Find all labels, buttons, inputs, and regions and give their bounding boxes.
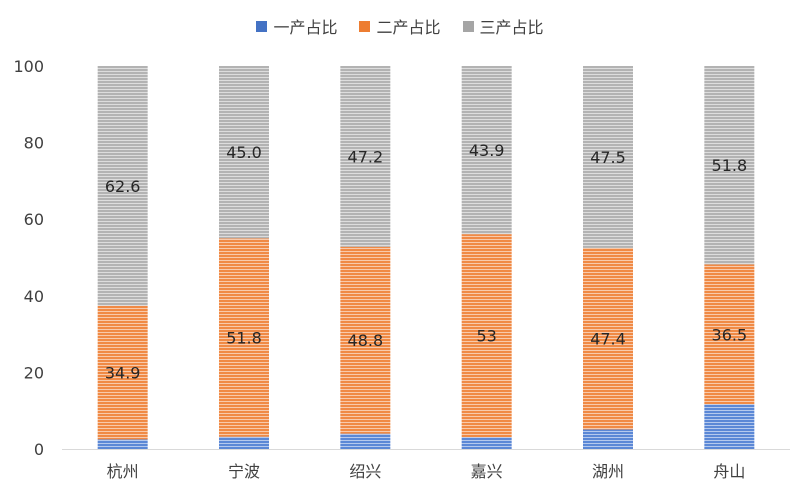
data-label: 48.8	[348, 331, 384, 350]
data-label: 45.0	[226, 143, 262, 162]
y-tick-label: 40	[24, 287, 44, 306]
y-tick-label: 60	[24, 210, 44, 229]
bar-segment	[704, 404, 755, 449]
legend-label-primary: 一产占比	[273, 18, 338, 37]
bar-segment	[219, 66, 269, 239]
data-label: 36.5	[712, 325, 748, 344]
x-tick-label: 宁波	[228, 462, 260, 481]
data-label: 53	[476, 327, 496, 346]
bar-segment	[704, 264, 755, 405]
legend-swatch-secondary	[359, 20, 371, 32]
legend-item-tertiary: 三产占比	[462, 14, 544, 38]
x-tick-label: 杭州	[107, 462, 139, 481]
bar-segment	[97, 66, 148, 306]
bar-segment	[461, 234, 512, 438]
data-label: 34.9	[105, 364, 141, 383]
data-label: 51.8	[712, 156, 748, 175]
bar-segment	[97, 305, 148, 440]
y-tick-label: 100	[13, 57, 44, 76]
legend-swatch-primary	[256, 20, 268, 32]
bar-segment	[461, 437, 512, 449]
data-label: 47.2	[348, 147, 384, 166]
bar-segment	[219, 436, 269, 449]
data-label: 51.8	[226, 329, 262, 348]
y-tick-label: 80	[24, 134, 44, 153]
bar-segment	[97, 439, 148, 449]
bar-segment	[583, 429, 633, 449]
data-label: 62.6	[105, 177, 141, 196]
legend-label-secondary: 二产占比	[376, 18, 441, 37]
x-tick-label: 绍兴	[349, 462, 381, 481]
bar-segment	[340, 246, 391, 434]
bar-segment	[219, 238, 269, 437]
bar-segment	[461, 66, 512, 235]
bar-segment	[583, 66, 633, 248]
x-tick-label: 嘉兴	[471, 462, 503, 481]
legend: 一产占比 二产占比 三产占比	[0, 14, 800, 38]
legend-label-tertiary: 三产占比	[479, 18, 544, 37]
data-label: 47.5	[590, 148, 626, 167]
y-tick-label: 20	[24, 363, 44, 382]
bar-segment	[340, 66, 391, 247]
data-label: 43.9	[469, 141, 505, 160]
x-tick-label: 舟山	[713, 462, 745, 481]
legend-item-primary: 一产占比	[256, 14, 337, 38]
legend-swatch-tertiary	[462, 20, 474, 32]
bar-segment	[583, 247, 633, 430]
bar-segment	[704, 66, 755, 265]
legend-item-secondary: 二产占比	[359, 14, 441, 38]
x-tick-label: 湖州	[592, 462, 624, 481]
y-tick-label: 0	[34, 440, 44, 459]
data-label: 47.4	[590, 330, 626, 349]
bar-segment	[340, 433, 391, 449]
